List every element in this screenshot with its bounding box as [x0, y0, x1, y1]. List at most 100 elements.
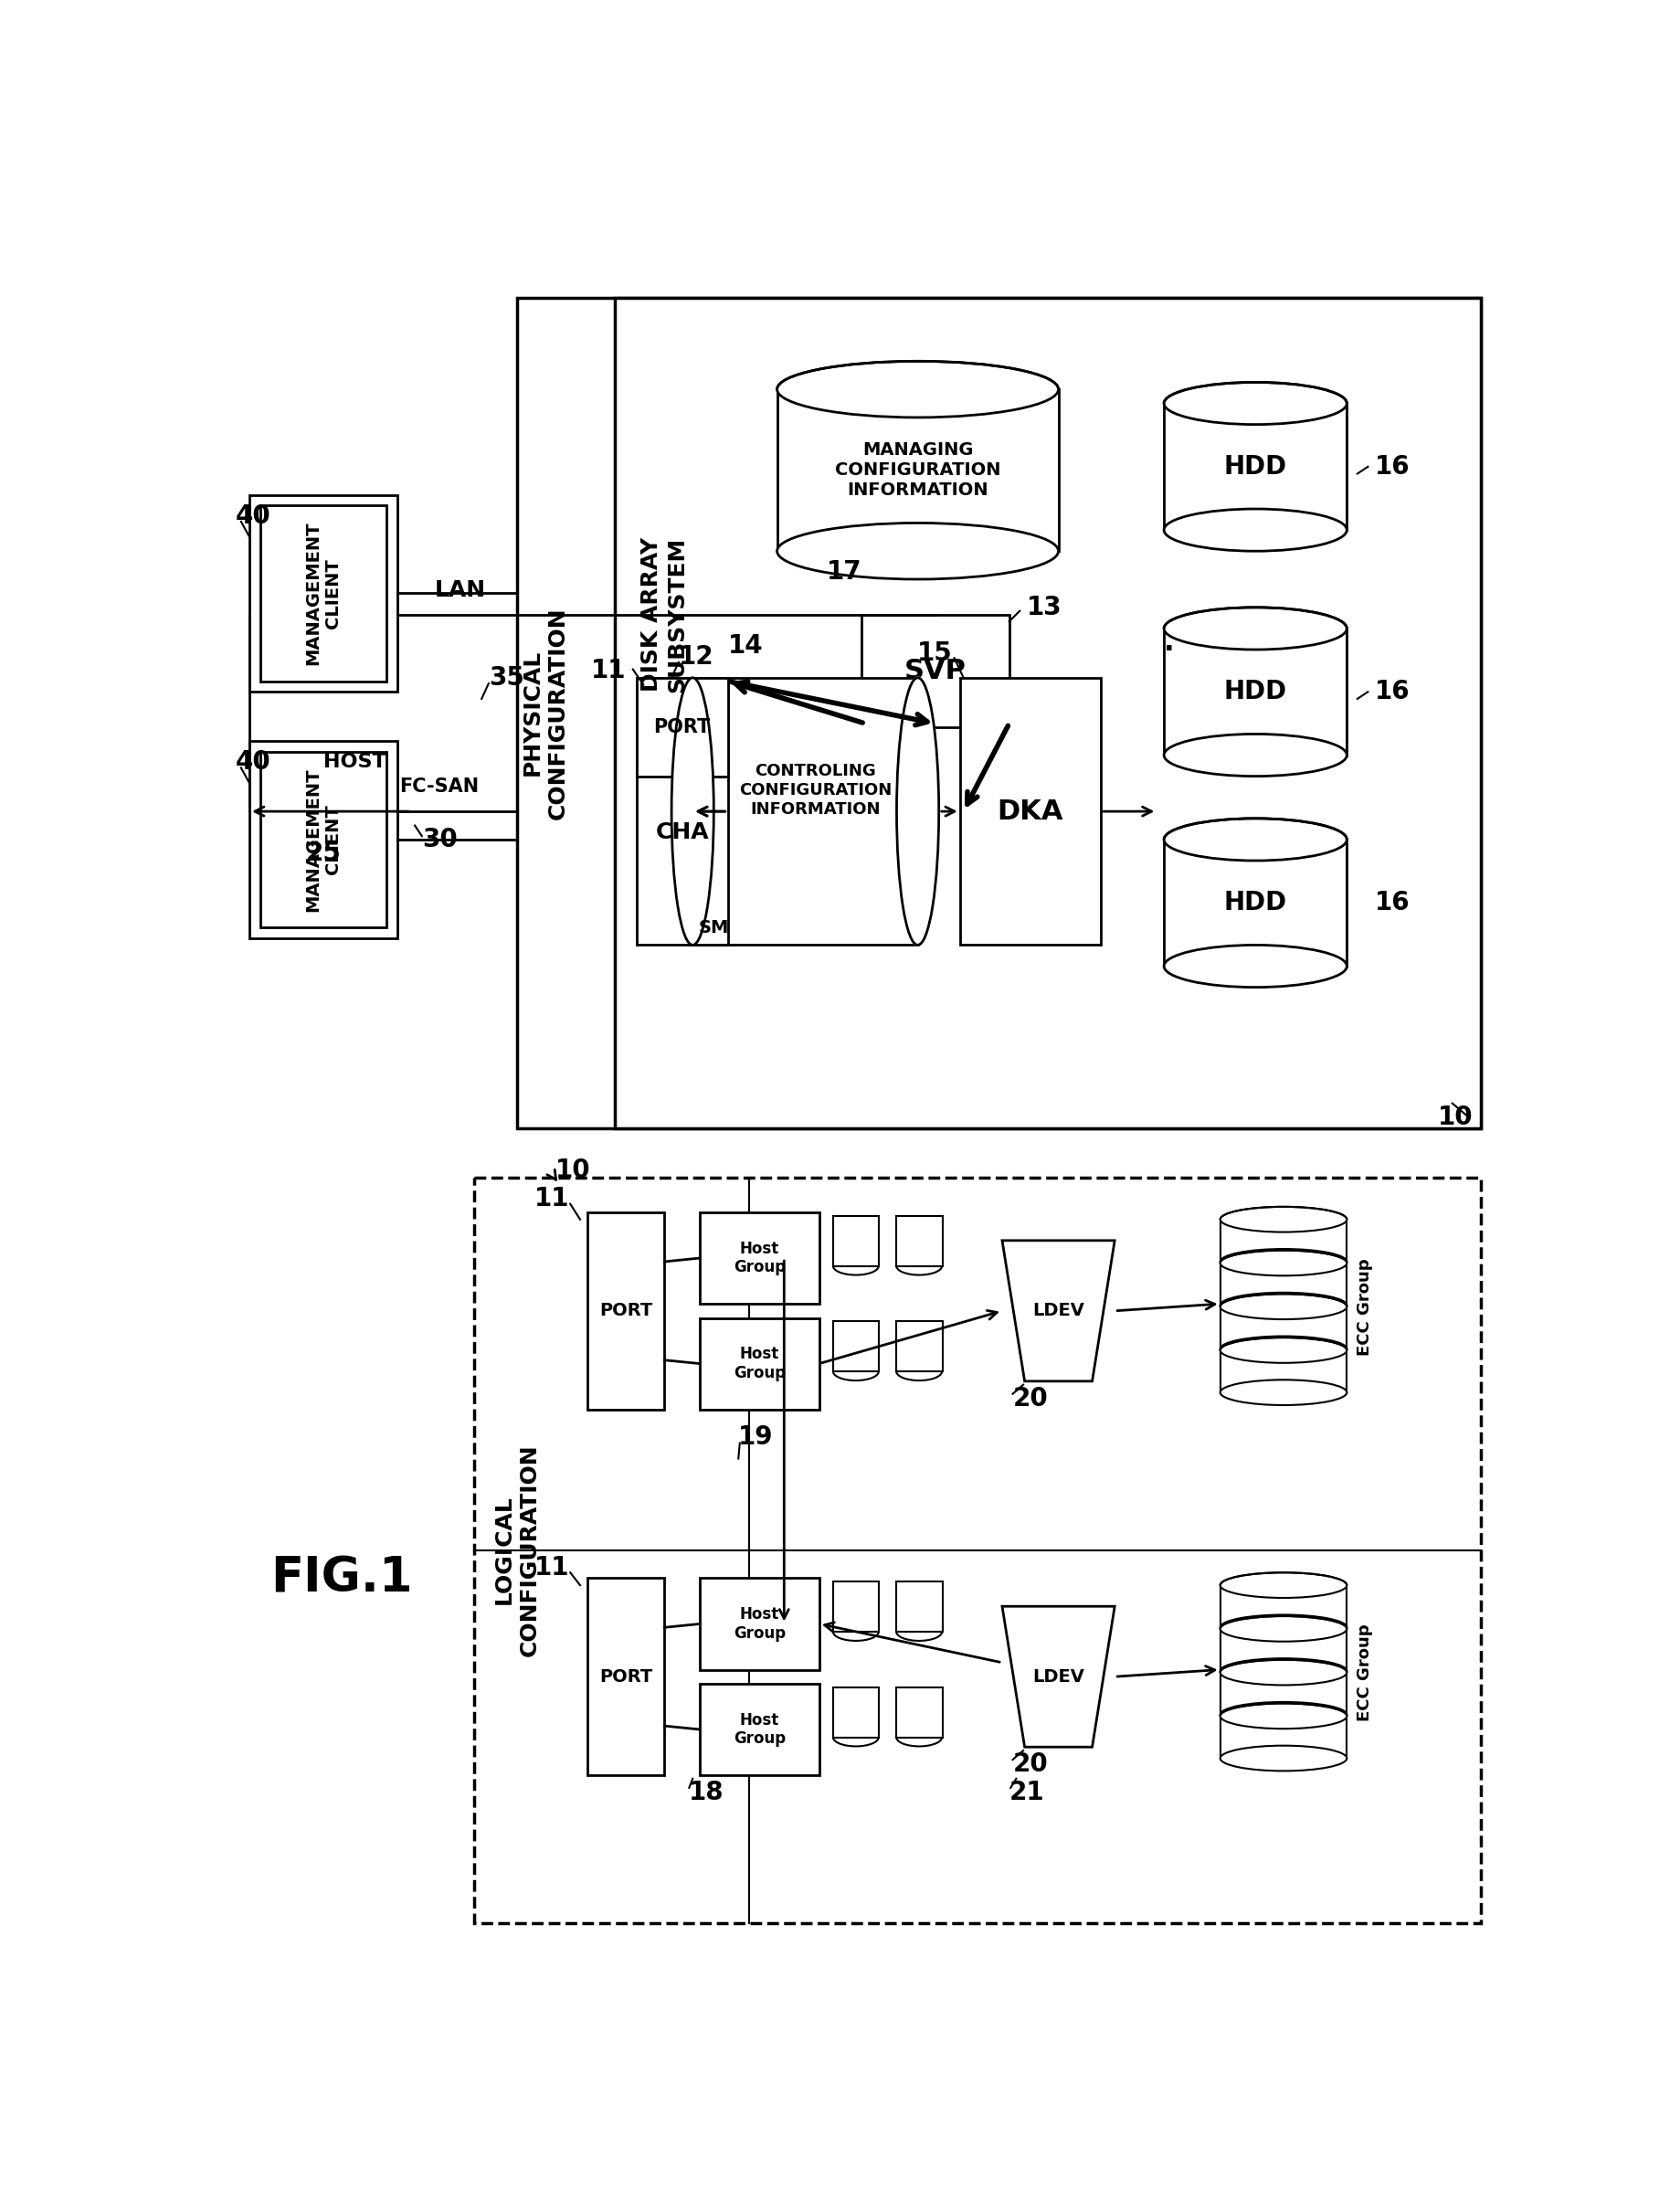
Ellipse shape	[1163, 946, 1346, 987]
Ellipse shape	[1163, 606, 1346, 650]
Bar	[637, 679, 727, 946]
Ellipse shape	[1220, 1659, 1346, 1683]
Bar	[1163, 841, 1346, 965]
Bar	[586, 1213, 664, 1410]
Text: HOST: HOST	[324, 753, 386, 771]
Bar	[586, 1578, 664, 1775]
Text: 16: 16	[1374, 891, 1410, 915]
Ellipse shape	[1220, 1615, 1346, 1640]
Bar	[895, 1322, 942, 1373]
Text: DKA: DKA	[996, 799, 1063, 825]
Text: FIG.1: FIG.1	[270, 1554, 413, 1602]
Bar	[833, 1688, 879, 1738]
Ellipse shape	[1220, 1659, 1346, 1686]
Ellipse shape	[1220, 1703, 1346, 1729]
Ellipse shape	[1220, 1337, 1346, 1364]
Bar	[862, 615, 1008, 727]
Text: 10: 10	[554, 1158, 590, 1182]
Bar	[895, 1688, 942, 1738]
Text: MANAGING
CONFIGURATION
INFORMATION: MANAGING CONFIGURATION INFORMATION	[835, 442, 1000, 499]
Polygon shape	[1001, 1241, 1114, 1381]
Text: MANAGEMENT
CLIENT: MANAGEMENT CLIENT	[304, 521, 343, 665]
Ellipse shape	[1163, 733, 1346, 777]
Text: Host
Group: Host Group	[732, 1346, 785, 1381]
Ellipse shape	[1163, 508, 1346, 552]
Bar	[637, 679, 727, 777]
Text: HDD: HDD	[1223, 679, 1287, 705]
Bar	[1220, 1219, 1346, 1261]
Text: 11: 11	[534, 1186, 570, 1211]
Bar	[699, 1683, 818, 1775]
Text: LOGICAL
CONFIGURATION: LOGICAL CONFIGURATION	[492, 1445, 541, 1657]
Ellipse shape	[1163, 383, 1346, 425]
Text: 30: 30	[422, 827, 457, 852]
Ellipse shape	[1220, 1703, 1346, 1727]
Text: 21: 21	[1008, 1780, 1043, 1806]
Ellipse shape	[1220, 1615, 1346, 1642]
Bar	[260, 506, 386, 681]
Text: 35: 35	[489, 665, 524, 690]
Bar	[1220, 1263, 1346, 1305]
Bar	[1220, 1629, 1346, 1670]
Text: Host
Group: Host Group	[732, 1712, 785, 1747]
Ellipse shape	[776, 523, 1058, 580]
Ellipse shape	[1220, 1292, 1346, 1318]
Text: 17: 17	[827, 560, 862, 584]
Text: PHYSICAL
CONFIGURATION: PHYSICAL CONFIGURATION	[521, 606, 568, 819]
Bar	[516, 298, 1480, 1127]
Text: ·: ·	[1163, 637, 1174, 663]
Text: LDEV: LDEV	[1032, 1302, 1084, 1320]
Ellipse shape	[1220, 1206, 1346, 1232]
Ellipse shape	[1220, 1250, 1346, 1274]
Ellipse shape	[1220, 1294, 1346, 1320]
Bar	[776, 390, 1058, 552]
Text: 25: 25	[306, 841, 341, 867]
Text: 11: 11	[534, 1554, 570, 1580]
Text: 14: 14	[727, 633, 763, 659]
Text: 40: 40	[235, 749, 270, 775]
Text: 20: 20	[1011, 1386, 1048, 1412]
Bar	[474, 1178, 1480, 1922]
Text: CONTROLING
CONFIGURATION
INFORMATION: CONTROLING CONFIGURATION INFORMATION	[739, 764, 892, 816]
Text: LDEV: LDEV	[1032, 1668, 1084, 1686]
Bar	[833, 1583, 879, 1633]
Ellipse shape	[672, 679, 714, 946]
Text: HDD: HDD	[1223, 453, 1287, 479]
Text: Host
Group: Host Group	[732, 1241, 785, 1276]
Bar	[699, 1213, 818, 1305]
Ellipse shape	[1220, 1335, 1346, 1362]
Text: 16: 16	[1374, 679, 1410, 705]
Text: MANAGEMENT
CLIENT: MANAGEMENT CLIENT	[304, 768, 343, 911]
Bar	[699, 1318, 818, 1410]
Text: 16: 16	[1374, 453, 1410, 479]
Bar	[692, 679, 917, 946]
Bar	[1220, 1716, 1346, 1758]
Text: 20: 20	[1011, 1751, 1048, 1777]
Bar	[699, 1578, 818, 1670]
Text: SM: SM	[699, 919, 729, 937]
Bar	[1163, 628, 1346, 755]
Text: 19: 19	[738, 1425, 773, 1451]
Ellipse shape	[1220, 1745, 1346, 1771]
Text: 10: 10	[1438, 1105, 1473, 1130]
Text: 15: 15	[917, 641, 953, 665]
Bar	[1163, 403, 1346, 530]
Bar	[1220, 1672, 1346, 1714]
Text: 13: 13	[1026, 595, 1062, 619]
Bar	[1220, 1307, 1346, 1348]
Ellipse shape	[1163, 819, 1346, 860]
Bar	[1220, 1351, 1346, 1392]
Text: Host
Group: Host Group	[732, 1607, 785, 1642]
Text: PORT: PORT	[598, 1302, 652, 1320]
Text: CHA: CHA	[655, 821, 709, 843]
Text: 40: 40	[235, 503, 270, 530]
Bar	[1220, 1585, 1346, 1626]
Bar	[615, 298, 1480, 1127]
Bar	[959, 679, 1100, 946]
Bar	[895, 1583, 942, 1633]
Text: ECC Group: ECC Group	[1356, 1259, 1373, 1355]
Ellipse shape	[1220, 1250, 1346, 1276]
Text: DISK ARRAY
SUBSYSTEM: DISK ARRAY SUBSYSTEM	[640, 536, 687, 692]
Text: ECC Group: ECC Group	[1356, 1624, 1373, 1721]
Bar	[833, 1215, 879, 1265]
